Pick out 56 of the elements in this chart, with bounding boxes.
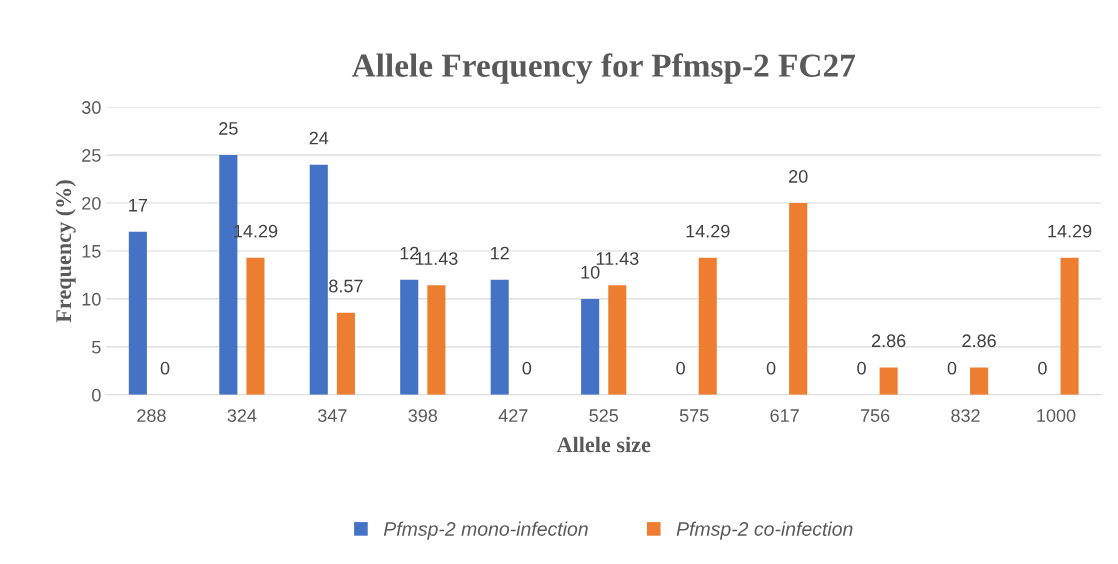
data-label: 11.43 <box>596 252 639 265</box>
y-axis-title: Frequency (%) <box>55 180 76 323</box>
x-tick-label: 832 <box>951 409 980 422</box>
bar <box>970 367 989 395</box>
bar <box>128 231 147 395</box>
y-tick-label: 0 <box>92 388 101 402</box>
x-tick-label: 575 <box>679 409 709 422</box>
x-tick-label: 525 <box>589 409 619 422</box>
data-label: 25 <box>219 122 238 135</box>
x-tick-label: 347 <box>317 409 347 422</box>
bar <box>427 285 446 395</box>
data-label: 10 <box>581 265 600 279</box>
bar <box>879 367 898 395</box>
x-tick-label: 756 <box>860 409 890 422</box>
data-label: 0 <box>947 361 957 375</box>
data-label: 14.29 <box>1048 224 1092 238</box>
x-axis-title: Allele size <box>556 436 651 453</box>
bar <box>309 164 328 395</box>
bar <box>581 298 600 395</box>
data-label: 2.86 <box>872 334 906 348</box>
y-tick-label: 15 <box>82 245 101 258</box>
legend-label: Pfmsp-2 co-infection <box>676 521 853 540</box>
data-label: 12 <box>491 246 509 260</box>
data-label: 0 <box>1038 361 1047 375</box>
data-label: 0 <box>522 361 532 375</box>
chart-title: Allele Frequency for Pfmsp-2 FC27 <box>351 53 856 84</box>
y-tick-label: 5 <box>92 340 101 354</box>
legend-label: Pfmsp-2 mono-infection <box>383 521 588 540</box>
bar <box>400 279 419 395</box>
x-tick-label: 1000 <box>1037 409 1076 422</box>
bar <box>698 257 717 395</box>
data-label: 17 <box>129 198 148 212</box>
data-label: 0 <box>766 361 776 375</box>
data-label: 2.86 <box>962 334 996 348</box>
bar <box>608 285 627 395</box>
x-tick-label: 427 <box>498 409 528 422</box>
y-tick-label: 10 <box>82 292 101 306</box>
data-label: 8.57 <box>329 279 363 293</box>
y-tick-label: 25 <box>82 149 101 162</box>
data-label: 0 <box>857 361 866 375</box>
data-label: 24 <box>309 131 329 145</box>
bar <box>789 203 808 395</box>
data-label: 0 <box>160 361 170 375</box>
bar <box>490 279 509 395</box>
data-label: 0 <box>676 361 685 375</box>
y-tick-label: 30 <box>81 101 101 114</box>
bar <box>246 257 265 395</box>
x-tick-label: 617 <box>770 409 799 422</box>
bar <box>336 312 355 395</box>
x-tick-label: 288 <box>137 409 166 422</box>
data-label: 14.29 <box>686 224 730 238</box>
bar <box>1060 257 1079 395</box>
x-tick-label: 398 <box>408 409 438 422</box>
y-tick-label: 20 <box>82 196 101 210</box>
data-label: 20 <box>789 170 808 183</box>
x-tick-label: 324 <box>227 409 257 422</box>
